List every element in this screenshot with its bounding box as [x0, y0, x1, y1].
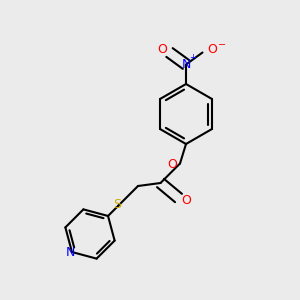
Text: S: S — [113, 197, 121, 211]
Text: O: O — [168, 158, 177, 172]
Text: +: + — [189, 52, 196, 62]
Text: N: N — [66, 246, 75, 260]
Text: −: − — [218, 40, 226, 50]
Text: O: O — [208, 43, 217, 56]
Text: O: O — [157, 43, 167, 56]
Text: O: O — [181, 194, 191, 207]
Text: N: N — [181, 58, 191, 71]
